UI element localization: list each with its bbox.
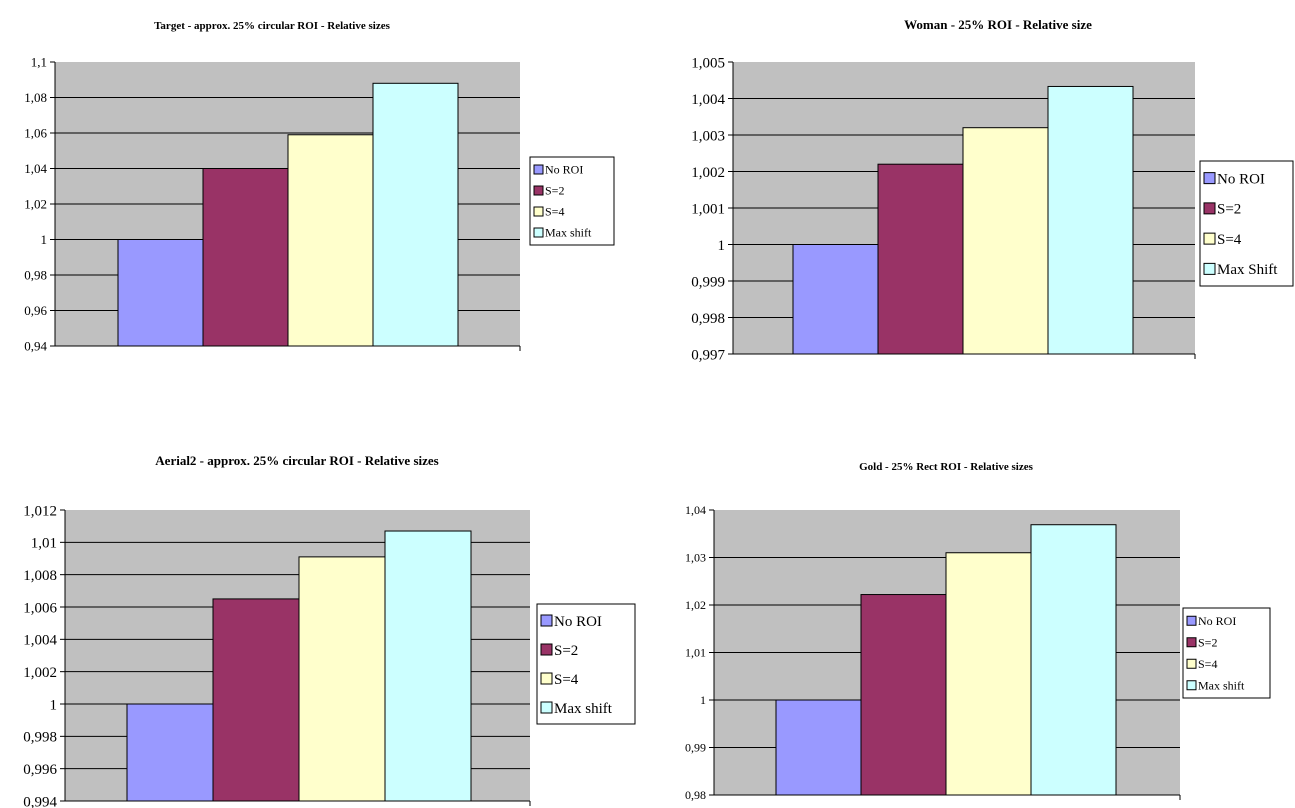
chart-aerial2-legend-swatch-2 [540,672,553,685]
chart-gold-legend [1182,607,1271,699]
chart-aerial2-y-tick-label: 1,008 [23,568,57,584]
chart-woman-legend-label-2: S=4 [1217,232,1242,248]
chart-target-y-tick-label: 1,02 [24,197,47,212]
chart-woman-legend-swatch-0 [1203,172,1216,185]
chart-target-legend-swatch-0 [533,164,544,175]
chart-aerial2-y-tick-label: 0,994 [23,794,57,808]
chart-woman-y-tick-label: 0,998 [691,311,725,327]
chart-woman-bar-0 [792,244,879,355]
chart-woman: Woman - 25% ROI - Relative size 0,997 0,99… [655,0,1295,380]
chart-woman-y-tick-label: 1 [718,238,726,254]
chart-woman-bar-1 [877,163,964,355]
chart-aerial2-y-tick-label: 1,004 [23,633,57,649]
chart-gold-legend-label-1: S=2 [1198,635,1217,649]
chart-gold-y-tick-label: 1,03 [685,551,706,565]
chart-aerial2-y-tick-label: 1,006 [23,600,57,616]
chart-gold-legend-label-2: S=4 [1198,657,1217,671]
chart-gold-y-tick-label: 1,01 [685,646,706,660]
chart-aerial2-y-tick-label: 1,012 [23,503,57,519]
chart-aerial2: Aerial2 - approx. 25% circular ROI - Rel… [0,440,640,808]
chart-target-legend-label-0: No ROI [545,163,583,177]
chart-woman-legend-label-3: Max Shift [1217,262,1278,278]
chart-gold-bar-3 [1030,524,1117,796]
chart-target-y-tick-label: 0,98 [24,268,47,283]
chart-aerial2-legend-label-2: S=4 [554,672,579,688]
chart-target-legend-swatch-3 [533,227,544,238]
chart-woman-y-tick-label: 1,005 [691,55,725,71]
chart-target-legend [529,156,615,246]
chart-gold-bar-0 [775,699,862,796]
chart-aerial2-bar-3 [384,530,472,802]
chart-woman-y-tick-label: 1,002 [691,165,725,181]
chart-woman-bar-3 [1047,85,1134,355]
chart-woman-legend-label-0: No ROI [1217,171,1265,187]
chart-gold-legend-swatch-0 [1186,615,1197,626]
chart-woman-svg: Woman - 25% ROI - Relative size 0,997 0,99… [691,17,1294,363]
chart-gold-legend-swatch-2 [1186,658,1197,669]
chart-woman-legend-label-1: S=2 [1217,202,1241,218]
chart-woman-legend-swatch-2 [1203,232,1216,245]
chart-aerial2-svg: Aerial2 - approx. 25% circular ROI - Rel… [23,453,636,808]
chart-target-title: Target - approx. 25% circular ROI - Rela… [154,20,390,32]
chart-target-legend-label-1: S=2 [545,184,564,198]
chart-gold: Gold - 25% Rect ROI - Relative sizes 0,98… [655,440,1295,808]
chart-woman-y-tick-label: 1,001 [691,201,725,217]
chart-aerial2-y-tick-label: 1 [50,697,58,713]
chart-woman-y-tick-label: 1,004 [691,92,725,108]
chart-gold-y-tick-label: 1,02 [685,598,706,612]
chart-aerial2-bar-0 [126,703,214,802]
chart-aerial2-y-tick-label: 0,998 [23,730,57,746]
chart-gold-svg: Gold - 25% Rect ROI - Relative sizes 0,98… [685,461,1271,802]
chart-target-y-tick-label: 0,96 [24,303,47,318]
chart-aerial2-y-tick-label: 0,996 [23,762,57,778]
chart-woman-title: Woman - 25% ROI - Relative size [904,17,1092,32]
chart-target-y-tick-label: 1,1 [31,55,47,70]
chart-aerial2-y-tick-label: 1,01 [31,536,57,552]
chart-aerial2-legend-label-0: No ROI [554,614,602,630]
chart-target: Target - approx. 25% circular ROI - Rela… [0,0,640,380]
chart-gold-legend-label-3: Max shift [1198,678,1245,692]
chart-aerial2-bar-2 [298,556,386,802]
chart-target-legend-label-3: Max shift [545,226,592,240]
chart-woman-legend-swatch-1 [1203,202,1216,215]
chart-gold-legend-label-0: No ROI [1198,614,1236,628]
chart-gold-y-tick-label: 1,04 [685,503,706,517]
chart-target-bar-1 [202,168,289,347]
chart-target-bar-3 [372,82,459,347]
chart-aerial2-title: Aerial2 - approx. 25% circular ROI - Rel… [155,453,438,468]
chart-aerial2-legend-label-3: Max shift [554,701,613,717]
chart-gold-bar-2 [945,552,1032,796]
chart-gold-legend-swatch-3 [1186,680,1197,691]
chart-gold-y-tick-label: 1 [700,693,706,707]
chart-target-legend-swatch-1 [533,185,544,196]
chart-gold-title: Gold - 25% Rect ROI - Relative sizes [859,461,1034,473]
chart-aerial2-bar-1 [212,598,300,802]
chart-woman-y-tick-label: 0,999 [691,274,725,290]
chart-gold-y-tick-label: 0,99 [685,741,706,755]
chart-woman-y-tick-label: 1,003 [691,128,725,144]
chart-aerial2-legend [536,603,636,725]
chart-target-legend-swatch-2 [533,206,544,217]
chart-gold-legend-swatch-1 [1186,637,1197,648]
chart-aerial2-legend-swatch-0 [540,614,553,627]
chart-aerial2-legend-swatch-1 [540,643,553,656]
chart-woman-y-tick-label: 0,997 [691,347,725,363]
chart-target-bar-0 [117,239,204,347]
chart-target-y-tick-label: 1,04 [24,161,47,176]
chart-woman-legend-swatch-3 [1203,262,1216,275]
chart-aerial2-legend-swatch-3 [540,701,553,714]
chart-target-svg: Target - approx. 25% circular ROI - Rela… [24,20,615,354]
chart-aerial2-y-tick-label: 1,002 [23,665,57,681]
chart-woman-bar-2 [962,127,1049,355]
chart-target-y-tick-label: 1 [41,232,48,247]
chart-target-y-tick-label: 0,94 [24,339,47,354]
chart-gold-y-tick-label: 0,98 [685,788,706,802]
chart-target-legend-label-2: S=4 [545,205,564,219]
chart-aerial2-legend-label-1: S=2 [554,643,578,659]
chart-gold-bar-1 [860,594,947,796]
chart-target-y-tick-label: 1,06 [24,126,47,141]
chart-target-y-tick-label: 1,08 [24,90,47,105]
chart-target-bar-2 [287,134,374,347]
